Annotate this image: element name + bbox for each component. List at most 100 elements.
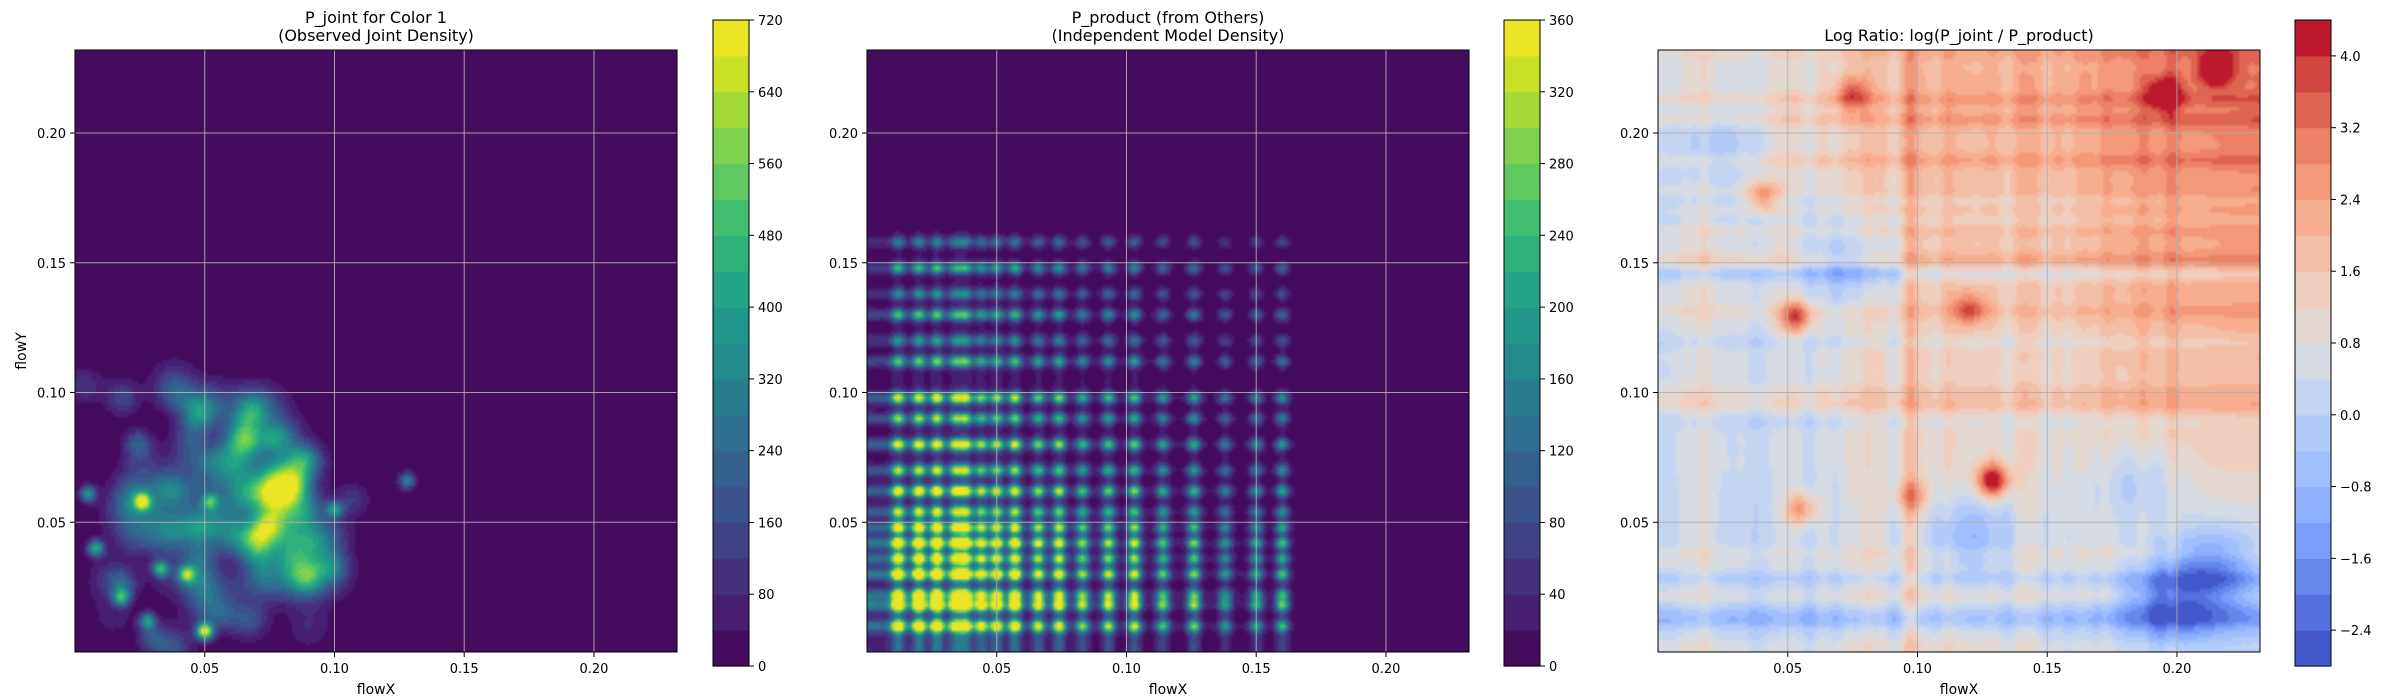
- colorbar-level: [1504, 630, 1540, 667]
- colorbar-level: [2295, 414, 2331, 452]
- panel2-x-ticks: 0.05 0.10 0.15 0.20: [982, 652, 1400, 677]
- panel1-colorbar: 0 80 160 240 320 400 480 560 640 720: [712, 14, 783, 675]
- colorbar-level: [1504, 414, 1540, 452]
- x-tick-label: 0.10: [1903, 662, 1932, 677]
- colorbar-tick-label: 280: [1549, 158, 1574, 173]
- panel3-gridlines: [1658, 50, 2260, 652]
- colorbar-frame: [1503, 19, 1541, 667]
- colorbar-tick-label: 0: [1549, 660, 1557, 675]
- colorbar-tick-label: 400: [758, 301, 783, 316]
- panel1-title-line1: P_joint for Color 1: [305, 8, 447, 28]
- colorbar-level: [2295, 55, 2331, 93]
- colorbar-level: [1504, 235, 1540, 272]
- y-tick-label: 0.15: [1620, 257, 1649, 272]
- x-tick-label: 0.10: [1112, 662, 1141, 677]
- colorbar-level: [2295, 522, 2331, 559]
- panel2-title-line1: P_product (from Others): [1072, 8, 1265, 28]
- colorbar-level: [713, 522, 749, 559]
- colorbar-level: [1504, 20, 1540, 57]
- panel1-ylabel: flowY: [14, 332, 30, 370]
- x-tick-label: 0.05: [1773, 662, 1802, 677]
- colorbar-level: [713, 55, 749, 93]
- y-tick-label: 0.20: [37, 127, 66, 142]
- colorbar-level: [2295, 486, 2331, 524]
- colorbar-tick-label: 80: [758, 588, 775, 603]
- colorbar-level: [2295, 378, 2331, 416]
- colorbar-level: [2295, 127, 2331, 165]
- colorbar-level: [1504, 163, 1540, 201]
- x-tick-label: 0.20: [2162, 662, 2191, 677]
- panel3-axes-frame: [1657, 49, 2261, 653]
- colorbar-level: [713, 271, 749, 308]
- colorbar-tick-label: 40: [1549, 588, 1566, 603]
- panel-log-ratio: Log Ratio: log(P_joint / P_product) 0.05…: [1620, 19, 2372, 698]
- panel3-x-ticks: 0.05 0.10 0.15 0.20: [1773, 652, 2191, 677]
- colorbar-level: [1504, 343, 1540, 380]
- colorbar-tick-label: 480: [758, 229, 783, 244]
- colorbar-tick-label: 80: [1549, 516, 1566, 531]
- panel1-x-ticks: 0.05 0.10 0.15 0.20: [190, 652, 608, 677]
- colorbar-level: [713, 235, 749, 272]
- x-tick-label: 0.15: [1242, 662, 1271, 677]
- y-tick-label: 0.05: [37, 516, 66, 531]
- heatmap-image: [867, 50, 1469, 652]
- colorbar-tick-label: 160: [1549, 373, 1574, 388]
- panel-product-density: P_product (from Others) (Independent Mod…: [829, 8, 1574, 698]
- y-tick-label: 0.05: [1620, 516, 1649, 531]
- x-tick-label: 0.15: [2033, 662, 2062, 677]
- panel2-xlabel: flowX: [1149, 682, 1188, 698]
- colorbar-level: [1504, 378, 1540, 416]
- colorbar-level: [1504, 55, 1540, 93]
- colorbar-tick-label: 320: [758, 373, 783, 388]
- colorbar-level: [2295, 91, 2331, 129]
- colorbar-level: [713, 558, 749, 595]
- colorbar-level: [2295, 630, 2331, 667]
- colorbar-level: [1504, 558, 1540, 595]
- colorbar-tick-label: 640: [758, 86, 783, 101]
- panel2-gridlines: [867, 50, 1469, 652]
- colorbar-level: [1504, 522, 1540, 559]
- colorbar-level: [2295, 594, 2331, 631]
- colorbar-tick-label: 240: [1549, 229, 1574, 244]
- y-tick-label: 0.10: [829, 387, 858, 402]
- colorbar-tick-label: 120: [1549, 445, 1574, 460]
- panel-joint-density: P_joint for Color 1 (Observed Joint Dens…: [14, 8, 783, 698]
- y-tick-label: 0.20: [1620, 127, 1649, 142]
- colorbar-tick-label: 240: [758, 445, 783, 460]
- panel2-title-line2: (Independent Model Density): [1052, 26, 1285, 45]
- panel3-xlabel: flowX: [1940, 682, 1979, 698]
- y-tick-label: 0.15: [37, 257, 66, 272]
- colorbar-tick-label: 0.8: [2340, 337, 2361, 352]
- panel3-colorbar: −2.4 −1.6 −0.8 0.0 0.8 1.6 2.4 3.2 4.0: [2294, 19, 2372, 667]
- y-tick-label: 0.05: [829, 516, 858, 531]
- colorbar-level: [2295, 163, 2331, 201]
- colorbar-tick-label: 200: [1549, 301, 1574, 316]
- colorbar-level: [2295, 199, 2331, 236]
- y-tick-label: 0.20: [829, 127, 858, 142]
- colorbar-tick-label: −1.6: [2340, 552, 2372, 567]
- x-tick-label: 0.05: [982, 662, 1011, 677]
- colorbar-level: [2295, 450, 2331, 488]
- heatmap-image: [75, 50, 677, 652]
- panel1-y-ticks: 0.05 0.10 0.15 0.20: [37, 127, 75, 531]
- colorbar-level: [2295, 558, 2331, 595]
- panel2-axes-frame: [866, 49, 1470, 653]
- colorbar-level: [1504, 271, 1540, 308]
- colorbar-level: [1504, 91, 1540, 129]
- colorbar-level: [713, 91, 749, 129]
- colorbar-level: [1504, 450, 1540, 488]
- panel2-y-ticks: 0.05 0.10 0.15 0.20: [829, 127, 867, 531]
- colorbar-level: [1504, 199, 1540, 236]
- colorbar-level: [713, 630, 749, 667]
- colorbar-tick-label: 2.4: [2340, 193, 2361, 208]
- x-tick-label: 0.05: [190, 662, 219, 677]
- colorbar-tick-label: −0.8: [2340, 481, 2372, 496]
- x-tick-label: 0.20: [579, 662, 608, 677]
- panel3-y-ticks: 0.05 0.10 0.15 0.20: [1620, 127, 1658, 531]
- colorbar-tick-label: 0.0: [2340, 409, 2361, 424]
- colorbar-level: [2295, 235, 2331, 272]
- y-tick-label: 0.10: [37, 387, 66, 402]
- panel2-heatmap: [867, 50, 1469, 652]
- panel1-gridlines: [75, 50, 677, 652]
